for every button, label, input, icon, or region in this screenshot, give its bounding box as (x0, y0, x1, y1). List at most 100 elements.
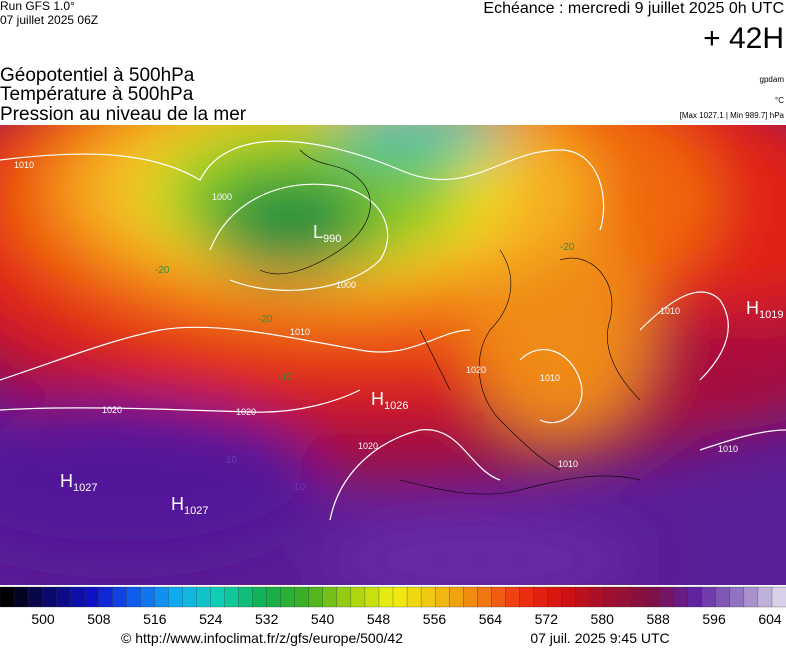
run-label: Run GFS 1.0° (0, 0, 75, 13)
temp-label: -20 (560, 242, 575, 253)
colorbar-tick-label: 604 (758, 611, 782, 627)
colorbar-swatch (41, 586, 57, 608)
colorbar-swatch (336, 586, 352, 608)
isobar-label: 1020 (236, 407, 256, 417)
colorbar-swatch (70, 586, 85, 608)
colorbar-swatch (589, 586, 604, 608)
coastlines (259, 149, 641, 495)
colorbar-tick-label: 572 (535, 611, 559, 627)
colorbar-swatch (757, 586, 773, 608)
colorbar-swatch (715, 586, 731, 608)
colorbar-swatch (224, 586, 240, 608)
colorbar-swatch (547, 586, 562, 608)
colorbar-swatch (154, 586, 169, 608)
isobar-label: 1020 (466, 365, 486, 375)
colorbar-swatch (280, 586, 296, 608)
colorbar-swatch (364, 586, 380, 608)
isobar-label: 1010 (718, 444, 738, 454)
colorbar-swatch (729, 586, 745, 608)
colorbar-swatch (533, 586, 548, 608)
temp-label: -20 (258, 314, 273, 325)
colorbar-swatch (434, 586, 450, 608)
colorbar-swatch (126, 586, 141, 608)
colorbar-swatch (196, 586, 211, 608)
layer-title: Pression au niveau de la mer (0, 104, 247, 125)
isobar-label: 1010 (558, 459, 578, 469)
colorbar-swatch (210, 586, 226, 608)
isobar-label: 1020 (102, 405, 122, 415)
temp-label: 10 (294, 482, 306, 493)
colorbar-swatch (55, 586, 71, 608)
colorbar-tick-label: 516 (143, 611, 167, 627)
colorbar-swatch (617, 586, 633, 608)
colorbar-swatch (743, 586, 759, 608)
colorbar-tick-label: 524 (199, 611, 223, 627)
colorbar: 500 508 516 524 532 540 548 556 564 572 580 588 596 6… (0, 586, 786, 627)
temp-label: 10 (226, 455, 238, 466)
colorbar-swatch (448, 586, 464, 608)
isobar-label: 1010 (14, 160, 34, 170)
colorbar-swatch (561, 586, 576, 608)
colorbar-swatch (98, 586, 113, 608)
colorbar-tick-label: 564 (479, 611, 503, 627)
temp-label: -10 (470, 412, 485, 423)
source-url: © http://www.infoclimat.fr/z/gfs/europe/… (121, 630, 403, 646)
colorbar-swatch (0, 586, 15, 608)
colorbar-swatch (27, 586, 43, 608)
colorbar-swatch (631, 586, 647, 608)
isobar-label: 1000 (336, 280, 356, 290)
colorbar-swatch (238, 586, 254, 608)
colorbar-tick-label: 556 (423, 611, 447, 627)
unit-label: °C (775, 96, 784, 105)
colorbar-swatch (477, 586, 492, 608)
colorbar-swatch (84, 586, 99, 608)
colorbar-tick-label: 596 (702, 611, 726, 627)
colorbar-swatch (392, 586, 408, 608)
colorbar-swatch (252, 586, 268, 608)
pressure-center: H1027 (60, 471, 97, 494)
colorbar-swatch (13, 586, 29, 608)
pressure-range: [Max 1027.1 | Min 989.7] hPa (680, 111, 785, 120)
colorbar-tick-label: 540 (311, 611, 335, 627)
unit-label: gpdam (760, 75, 785, 84)
colorbar-swatch (182, 586, 197, 608)
colorbar-tick-label: 548 (367, 611, 391, 627)
colorbar-tick-label: 500 (31, 611, 55, 627)
colorbar-swatch (659, 586, 675, 608)
run-date: 07 juillet 2025 06Z (0, 13, 98, 27)
colorbar-swatch (645, 586, 661, 608)
pressure-center: L990 (313, 222, 341, 245)
colorbar-tick-label: 508 (87, 611, 111, 627)
colorbar-swatch (112, 586, 127, 608)
isobar-label: 1000 (212, 192, 232, 202)
layer-title: Température à 500hPa (0, 84, 194, 105)
colorbar-swatch (491, 586, 506, 608)
colorbar-swatch (771, 586, 786, 608)
generated-time: 07 juil. 2025 9:45 UTC (530, 630, 669, 646)
colorbar-swatch (378, 586, 394, 608)
colorbar-swatch (687, 586, 703, 608)
colorbar-tick-label: 580 (591, 611, 615, 627)
colorbar-swatch (420, 586, 436, 608)
colorbar-swatch (673, 586, 689, 608)
layer-title: Géopotentiel à 500hPa (0, 65, 195, 86)
colorbar-swatch (294, 586, 310, 608)
colorbar-swatch (266, 586, 282, 608)
colorbar-swatch (140, 586, 155, 608)
echeance: Echéance : mercredi 9 juillet 2025 0h UT… (483, 0, 784, 17)
colorbar-swatch (308, 586, 324, 608)
lead-time: + 42H (703, 22, 784, 55)
colorbar-swatch (505, 586, 520, 608)
colorbar-swatch (603, 586, 619, 608)
colorbar-swatch (168, 586, 183, 608)
isobar-label: 1010 (290, 327, 310, 337)
temp-label: -20 (155, 265, 170, 276)
colorbar-swatch (350, 586, 366, 608)
pressure-center: H1026 (371, 389, 408, 412)
pressure-center: H1027 (171, 494, 208, 517)
temp-label: -10 (278, 372, 293, 383)
isobar-label: 1020 (358, 441, 378, 451)
isobar-label: 1010 (540, 373, 560, 383)
colorbar-tick-label: 588 (646, 611, 670, 627)
